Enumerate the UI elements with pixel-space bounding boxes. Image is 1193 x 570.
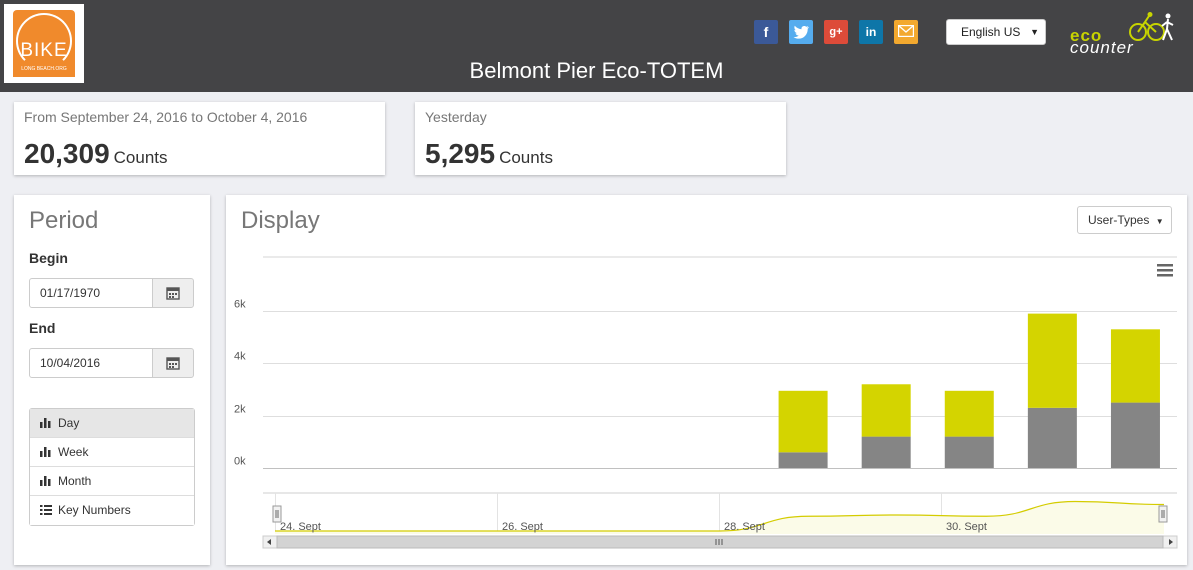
range-count-value: 20,309: [24, 138, 110, 169]
granularity-key-numbers[interactable]: Key Numbers: [30, 496, 194, 525]
granularity-label: Week: [58, 445, 89, 459]
navigator-date-label: 26. Sept: [502, 521, 543, 533]
language-select-value: English US: [961, 25, 1021, 39]
hamburger-icon-bar[interactable]: [1157, 264, 1173, 267]
logo-badge: BIKE LONG BEACH.ORG: [13, 10, 75, 77]
range-total-card: From September 24, 2016 to October 4, 20…: [14, 102, 385, 175]
list-icon: [40, 505, 52, 515]
range-count-unit: Counts: [113, 148, 168, 167]
eco-counter-logo[interactable]: eco counter: [1068, 12, 1183, 57]
granularity-month[interactable]: Month: [30, 467, 194, 496]
range-label: From September 24, 2016 to October 4, 20…: [24, 109, 308, 125]
navigator-right-handle[interactable]: [1158, 505, 1168, 523]
bar-segment-lower: [1027, 407, 1077, 468]
bar-segment-upper: [1110, 329, 1160, 403]
granularity-day[interactable]: Day: [30, 409, 194, 438]
yesterday-count-value: 5,295: [425, 138, 496, 169]
yesterday-count-unit: Counts: [499, 148, 553, 167]
twitter-icon[interactable]: [789, 20, 813, 44]
display-title: Display: [241, 207, 320, 234]
scrollbar-thumb[interactable]: [276, 535, 1164, 549]
granularity-label: Month: [58, 474, 92, 488]
end-date-input[interactable]: 10/04/2016: [29, 348, 153, 378]
language-select[interactable]: English US ▼: [946, 19, 1046, 45]
navigator-date-label: 30. Sept: [946, 521, 987, 533]
bar-segment-lower: [861, 436, 911, 468]
y-tick-label: 2k: [234, 404, 246, 416]
bar-segment-upper: [778, 390, 828, 453]
bar-segment-lower: [1110, 402, 1160, 468]
end-calendar-button[interactable]: [152, 348, 194, 378]
display-panel: 0k 2k 4k 6k 24. Sept 26. Sept 28. Sept 30. Sept…: [226, 195, 1187, 565]
linkedin-icon[interactable]: in: [859, 20, 883, 44]
y-tick-label: 0k: [234, 456, 246, 468]
yesterday-count: 5,295 Counts: [425, 138, 553, 170]
user-types-label: User-Types: [1088, 213, 1150, 227]
bar-segment-upper: [861, 384, 911, 437]
logo-text: BIKE: [20, 40, 68, 61]
scroll-left-arrow-icon[interactable]: [267, 539, 271, 545]
navigator-date-label: 28. Sept: [724, 521, 765, 533]
yesterday-card: Yesterday 5,295 Counts: [415, 102, 786, 175]
brand-counter: counter: [1070, 38, 1134, 57]
scroll-right-arrow-icon[interactable]: [1169, 539, 1173, 545]
brand-eco: eco: [1070, 26, 1103, 45]
navigator-date-label: 24. Sept: [280, 521, 321, 533]
navigator-line: [275, 500, 1165, 532]
user-types-dropdown[interactable]: User-Types ▼: [1077, 206, 1172, 234]
email-icon[interactable]: [894, 20, 918, 44]
logo-subtext: LONG BEACH.ORG: [21, 66, 67, 72]
end-label: End: [29, 320, 56, 336]
bar-segment-upper: [1027, 313, 1077, 408]
begin-date-input[interactable]: 01/17/1970: [29, 278, 153, 308]
granularity-label: Day: [58, 416, 80, 430]
bike-long-beach-logo[interactable]: BIKE LONG BEACH.ORG: [4, 4, 84, 83]
bar-chart-icon: [40, 476, 51, 486]
calendar-icon: [166, 357, 180, 370]
y-tick-label: 4k: [234, 351, 246, 363]
granularity-week[interactable]: Week: [30, 438, 194, 467]
begin-calendar-button[interactable]: [152, 278, 194, 308]
bar-chart-icon: [40, 447, 51, 457]
hamburger-icon-bar[interactable]: [1157, 269, 1173, 272]
caret-down-icon: ▼: [1155, 217, 1164, 226]
navigator-area: [275, 501, 1164, 534]
header-bar: BIKE LONG BEACH.ORG f g+ in English US ▼…: [0, 0, 1193, 92]
bar-segment-lower: [944, 436, 994, 468]
google-plus-icon[interactable]: g+: [824, 20, 848, 44]
yesterday-label: Yesterday: [425, 109, 487, 125]
page-title: Belmont Pier Eco-TOTEM: [469, 58, 724, 83]
sun-icon: [16, 13, 72, 69]
bar-chart-icon: [40, 418, 51, 428]
begin-label: Begin: [29, 250, 68, 266]
cyclist-pedestrian-icon: [1129, 12, 1174, 41]
period-panel: Period Begin 01/17/1970 End 10/04/2016 D…: [14, 195, 210, 565]
navigator-left-handle[interactable]: [272, 505, 282, 523]
y-tick-label: 6k: [234, 299, 246, 311]
range-count: 20,309 Counts: [24, 138, 168, 170]
period-title: Period: [29, 207, 99, 234]
calendar-icon: [166, 287, 180, 300]
granularity-list: Day Week Month Key Numbers: [29, 408, 195, 526]
counts-chart: 0k 2k 4k 6k 24. Sept 26. Sept 28. Sept 30. Sept: [234, 256, 1178, 549]
granularity-label: Key Numbers: [58, 503, 131, 517]
hamburger-icon-bar[interactable]: [1157, 274, 1173, 277]
caret-down-icon: ▼: [1030, 27, 1039, 37]
bar-segment-lower: [778, 452, 828, 468]
bar-segment-upper: [944, 390, 994, 437]
facebook-icon[interactable]: f: [754, 20, 778, 44]
